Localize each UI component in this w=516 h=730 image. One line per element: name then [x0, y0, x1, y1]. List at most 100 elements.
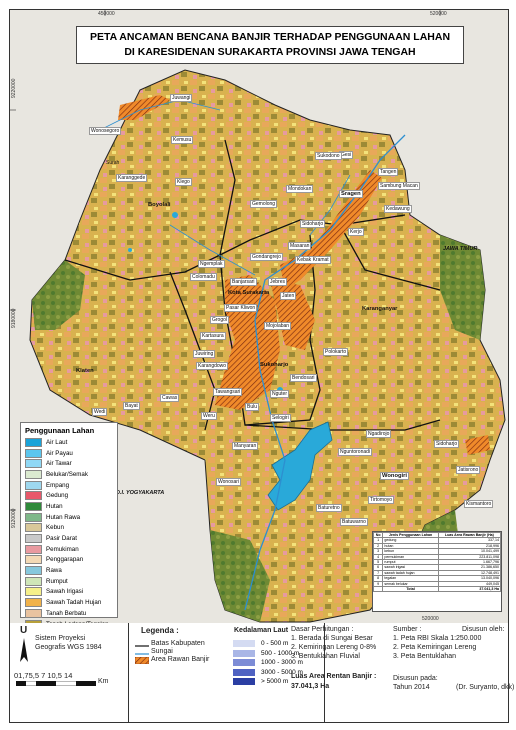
region-label-diy: D.I. YOGYAKARTA [116, 490, 165, 496]
place-label: Kedawung [384, 205, 412, 213]
place-label: Batuwarno [340, 518, 368, 526]
place-label-regency: Boyolali [148, 202, 171, 208]
disusun-pada-value: Tahun 2014 [393, 684, 430, 691]
place-label: Banjarsari [230, 278, 257, 286]
legend-item: Kebun [25, 523, 113, 534]
grid-label-left-3: 9120000 [11, 508, 17, 528]
place-label-regency: Sukoharjo [260, 362, 289, 368]
legend-item: Tanah Berbatu [25, 608, 113, 619]
depth-item: 500 - 1000 m [233, 649, 303, 659]
legend-swatch [25, 619, 42, 624]
table-cell: 5 [372, 558, 384, 566]
place-label: Sambung Macan [378, 182, 420, 190]
legend-item-label: Air Payau [46, 449, 73, 457]
table-cell: 3 [372, 548, 384, 555]
legend-item: Air Tawar [25, 458, 113, 469]
place-label: Jaten [280, 292, 297, 300]
legend-item: Tanah Ladang/Tegalan [25, 619, 113, 624]
map-frame: 450000 520000 520000 9220000 9180000 912… [9, 9, 509, 625]
legend-swatch [25, 608, 42, 618]
place-label: Klego [175, 178, 192, 186]
legend-item: Pasir Darat [25, 533, 113, 544]
projection-cell: U Sistem Proyeksi Geografis WGS 1984 01,… [10, 623, 129, 722]
legend-swatch [25, 555, 42, 565]
regency-boundary [339, 224, 441, 291]
place-label: Weru [201, 412, 217, 420]
lawu-highland [440, 235, 485, 340]
table-total-value: 37.041,3 Ha [437, 586, 502, 593]
scale-unit: Km [98, 678, 109, 685]
place-label: Tirtomoyo [368, 496, 395, 504]
legend-item: Gedung [25, 490, 113, 501]
legend-item-label: Belukar/Semak [46, 470, 88, 478]
legend-swatch [25, 566, 42, 576]
legend-item-label: Pasir Darat [46, 535, 77, 543]
legend-item-label: Hutan [46, 502, 63, 510]
place-label: Baturetno [316, 504, 342, 512]
legend-swatch [25, 523, 42, 533]
table-total-label: Total [382, 586, 439, 593]
water-body [128, 248, 132, 252]
legend-item-label: Tanah Berbatu [46, 609, 87, 617]
legend-swatch [25, 544, 42, 554]
place-label: Jatisrono [456, 466, 481, 474]
scale-bar-icon [16, 681, 96, 686]
legend-item: Hutan [25, 501, 113, 512]
dasar-1: 1. Berada di Sungai Besar [291, 635, 373, 642]
region-label-jatim: JAWA TIMUR [443, 246, 478, 252]
grid-label-left-1: 9220000 [11, 78, 17, 98]
depth-label: > 5000 m [261, 678, 289, 686]
legend-swatch [25, 448, 42, 458]
depth-swatch [233, 640, 255, 648]
legend-item-label: Rumput [46, 577, 68, 585]
place-label: Selogiri [270, 414, 291, 422]
merapi-highland [32, 260, 85, 330]
flood-zone [118, 95, 170, 120]
grid-label-top-right: 520000 [430, 11, 447, 17]
table-cell: 9 [372, 580, 384, 588]
place-label: Wedi [92, 408, 108, 416]
map-title: PETA ANCAMAN BENCANA BANJIR TERHADAP PEN… [76, 26, 464, 64]
dasar-heading: Dasar Perhitungan : [291, 626, 354, 633]
place-label-regency: Karanganyar [362, 306, 398, 312]
depth-swatch [233, 659, 255, 667]
place-label: Ngadirojo [366, 430, 392, 438]
legend-item-label: Sawah Irigasi [46, 588, 84, 596]
legend-area: Area Rawan Banjir [151, 656, 210, 663]
flood-zone [465, 435, 490, 455]
place-label: Colomadu [190, 273, 217, 281]
legend-item-label: Sawah Tadah Hujan [46, 599, 102, 607]
table-header: Luas Area Rawan Banjir (Ha) [437, 531, 502, 539]
depth-item: 1000 - 3000 m [233, 658, 303, 668]
place-label-regency: Wonogiri [380, 472, 410, 480]
place-label: Tawangsari [213, 388, 243, 396]
legend-swatch [25, 469, 42, 479]
legend-swatch [25, 437, 42, 447]
legend-swatch [25, 491, 42, 501]
disusun-oleh-label: Disusun oleh: [462, 626, 505, 633]
sumber-3: 3. Peta Bentuklahan [393, 653, 457, 660]
dasar-2: 2. Kemiringan Lereng 0-8% [291, 644, 377, 651]
place-label: Juwangi [170, 94, 193, 102]
place-label: Sukodono [315, 152, 342, 160]
depth-label: 0 - 500 m [261, 640, 289, 648]
place-label: Bendosari [290, 374, 317, 382]
place-label: Ngemplak [198, 260, 225, 268]
map-title-line1: PETA ANCAMAN BENCANA BANJIR TERHADAP PEN… [89, 31, 451, 43]
legend-item: Empang [25, 480, 113, 491]
legend-item-label: Pemukiman [46, 545, 79, 553]
place-label: Polokarto [323, 348, 349, 356]
table-cell: sawah tadah hujan [382, 569, 439, 577]
reservoir [267, 421, 333, 511]
place-label: Mojolaban [264, 322, 292, 330]
legend-item-label: Kebun [46, 524, 64, 532]
place-label: Nguntoronadi [338, 448, 373, 456]
legend-swatch [25, 480, 42, 490]
legend-swatch [25, 576, 42, 586]
place-label: Pasar Kliwon [224, 304, 258, 312]
north-label: U [20, 625, 28, 636]
place-label: Gemolong [250, 200, 278, 208]
river-line-icon [135, 653, 149, 655]
scale-numbers: 01,75,5 7 10,5 14 [14, 671, 73, 680]
place-label: Kebak Kramat [295, 256, 331, 264]
